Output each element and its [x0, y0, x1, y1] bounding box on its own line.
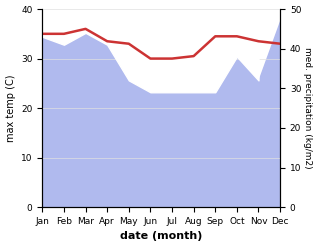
X-axis label: date (month): date (month) — [120, 231, 203, 242]
Y-axis label: max temp (C): max temp (C) — [5, 74, 16, 142]
Y-axis label: med. precipitation (kg/m2): med. precipitation (kg/m2) — [303, 47, 313, 169]
